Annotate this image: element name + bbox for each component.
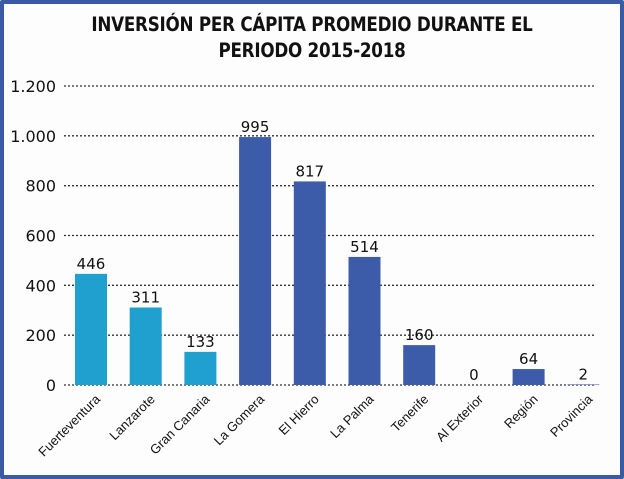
data-label: 446 — [77, 255, 106, 273]
x-tick-label: La Palma — [327, 391, 377, 441]
data-label: 2 — [579, 366, 589, 384]
data-label: 995 — [241, 118, 270, 136]
y-axis-ticks: 0 200 400 600 800 1.000 1.200 — [10, 77, 56, 395]
data-label: 133 — [186, 333, 215, 351]
y-tick-label: 0 — [46, 376, 56, 395]
y-tick-label: 400 — [25, 276, 56, 295]
data-label: 160 — [405, 326, 434, 344]
data-label: 311 — [131, 289, 160, 307]
y-tick-label: 600 — [25, 227, 56, 246]
x-tick-label: Región — [501, 392, 541, 432]
chart-title-line-1: INVERSIÓN PER CÁPITA PROMEDIO DURANTE EL — [91, 13, 533, 36]
y-tick-label: 1.000 — [10, 127, 56, 146]
data-label: 817 — [295, 162, 324, 180]
data-labels: 446 311 133 995 817 514 160 0 64 2 — [77, 118, 588, 384]
data-label: 514 — [350, 238, 379, 256]
chart-title: INVERSIÓN PER CÁPITA PROMEDIO DURANTE EL… — [44, 12, 581, 64]
x-tick-label: La Gomera — [211, 391, 268, 448]
bar-región — [512, 369, 545, 385]
x-tick-label: Fuerteventura — [35, 391, 103, 459]
x-tick-label: El Hierro — [276, 392, 322, 438]
data-label: 64 — [519, 350, 538, 368]
chart-title-line-2: PERIODO 2015-2018 — [218, 39, 406, 62]
bar-lanzarote — [129, 307, 162, 385]
bar-la-gomera — [239, 137, 272, 385]
bar-tenerife — [403, 345, 436, 385]
bar-fuerteventura — [75, 273, 107, 385]
y-tick-label: 200 — [25, 326, 56, 345]
x-tick-label: Al Exterior — [433, 391, 486, 444]
y-tick-label: 800 — [25, 177, 56, 196]
gridlines — [64, 85, 594, 386]
data-label: 0 — [469, 366, 479, 384]
y-tick-label: 1.200 — [10, 77, 56, 96]
x-tick-label: Gran Canaria — [147, 391, 213, 457]
x-tick-label: Provincia — [547, 391, 596, 440]
bar-gran-canaria — [184, 351, 217, 385]
x-tick-label: Lanzarote — [106, 392, 157, 443]
x-tick-label: Tenerife — [388, 392, 431, 435]
bar-el-hierro — [293, 181, 326, 385]
bars — [75, 137, 600, 385]
bar-la-palma — [348, 256, 381, 385]
